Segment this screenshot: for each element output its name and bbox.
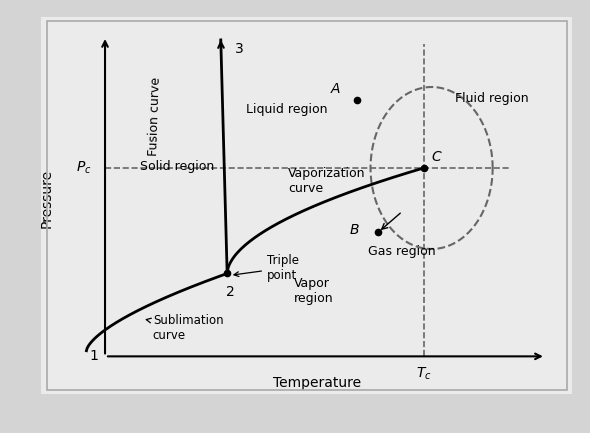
Text: Solid region: Solid region bbox=[139, 160, 214, 173]
Text: Liquid region: Liquid region bbox=[246, 103, 327, 116]
Text: $A$: $A$ bbox=[330, 82, 341, 97]
Text: Vapor
region: Vapor region bbox=[293, 277, 333, 305]
Text: Sublimation
curve: Sublimation curve bbox=[146, 314, 224, 343]
Text: $P_c$: $P_c$ bbox=[76, 160, 92, 176]
Text: Temperature: Temperature bbox=[273, 376, 362, 390]
Text: 2: 2 bbox=[226, 285, 235, 299]
Text: Pressure: Pressure bbox=[40, 168, 54, 228]
Text: Triple
point: Triple point bbox=[234, 254, 299, 282]
Text: Vaporization
curve: Vaporization curve bbox=[289, 168, 366, 195]
Text: Fusion curve: Fusion curve bbox=[148, 77, 163, 156]
Text: Fluid region: Fluid region bbox=[455, 92, 529, 105]
Text: $T_c$: $T_c$ bbox=[416, 366, 431, 382]
Text: $B$: $B$ bbox=[349, 223, 360, 237]
Text: 3: 3 bbox=[235, 42, 244, 56]
Text: 1: 1 bbox=[89, 349, 98, 363]
Text: $C$: $C$ bbox=[431, 150, 442, 164]
Text: Gas region: Gas region bbox=[368, 245, 435, 258]
